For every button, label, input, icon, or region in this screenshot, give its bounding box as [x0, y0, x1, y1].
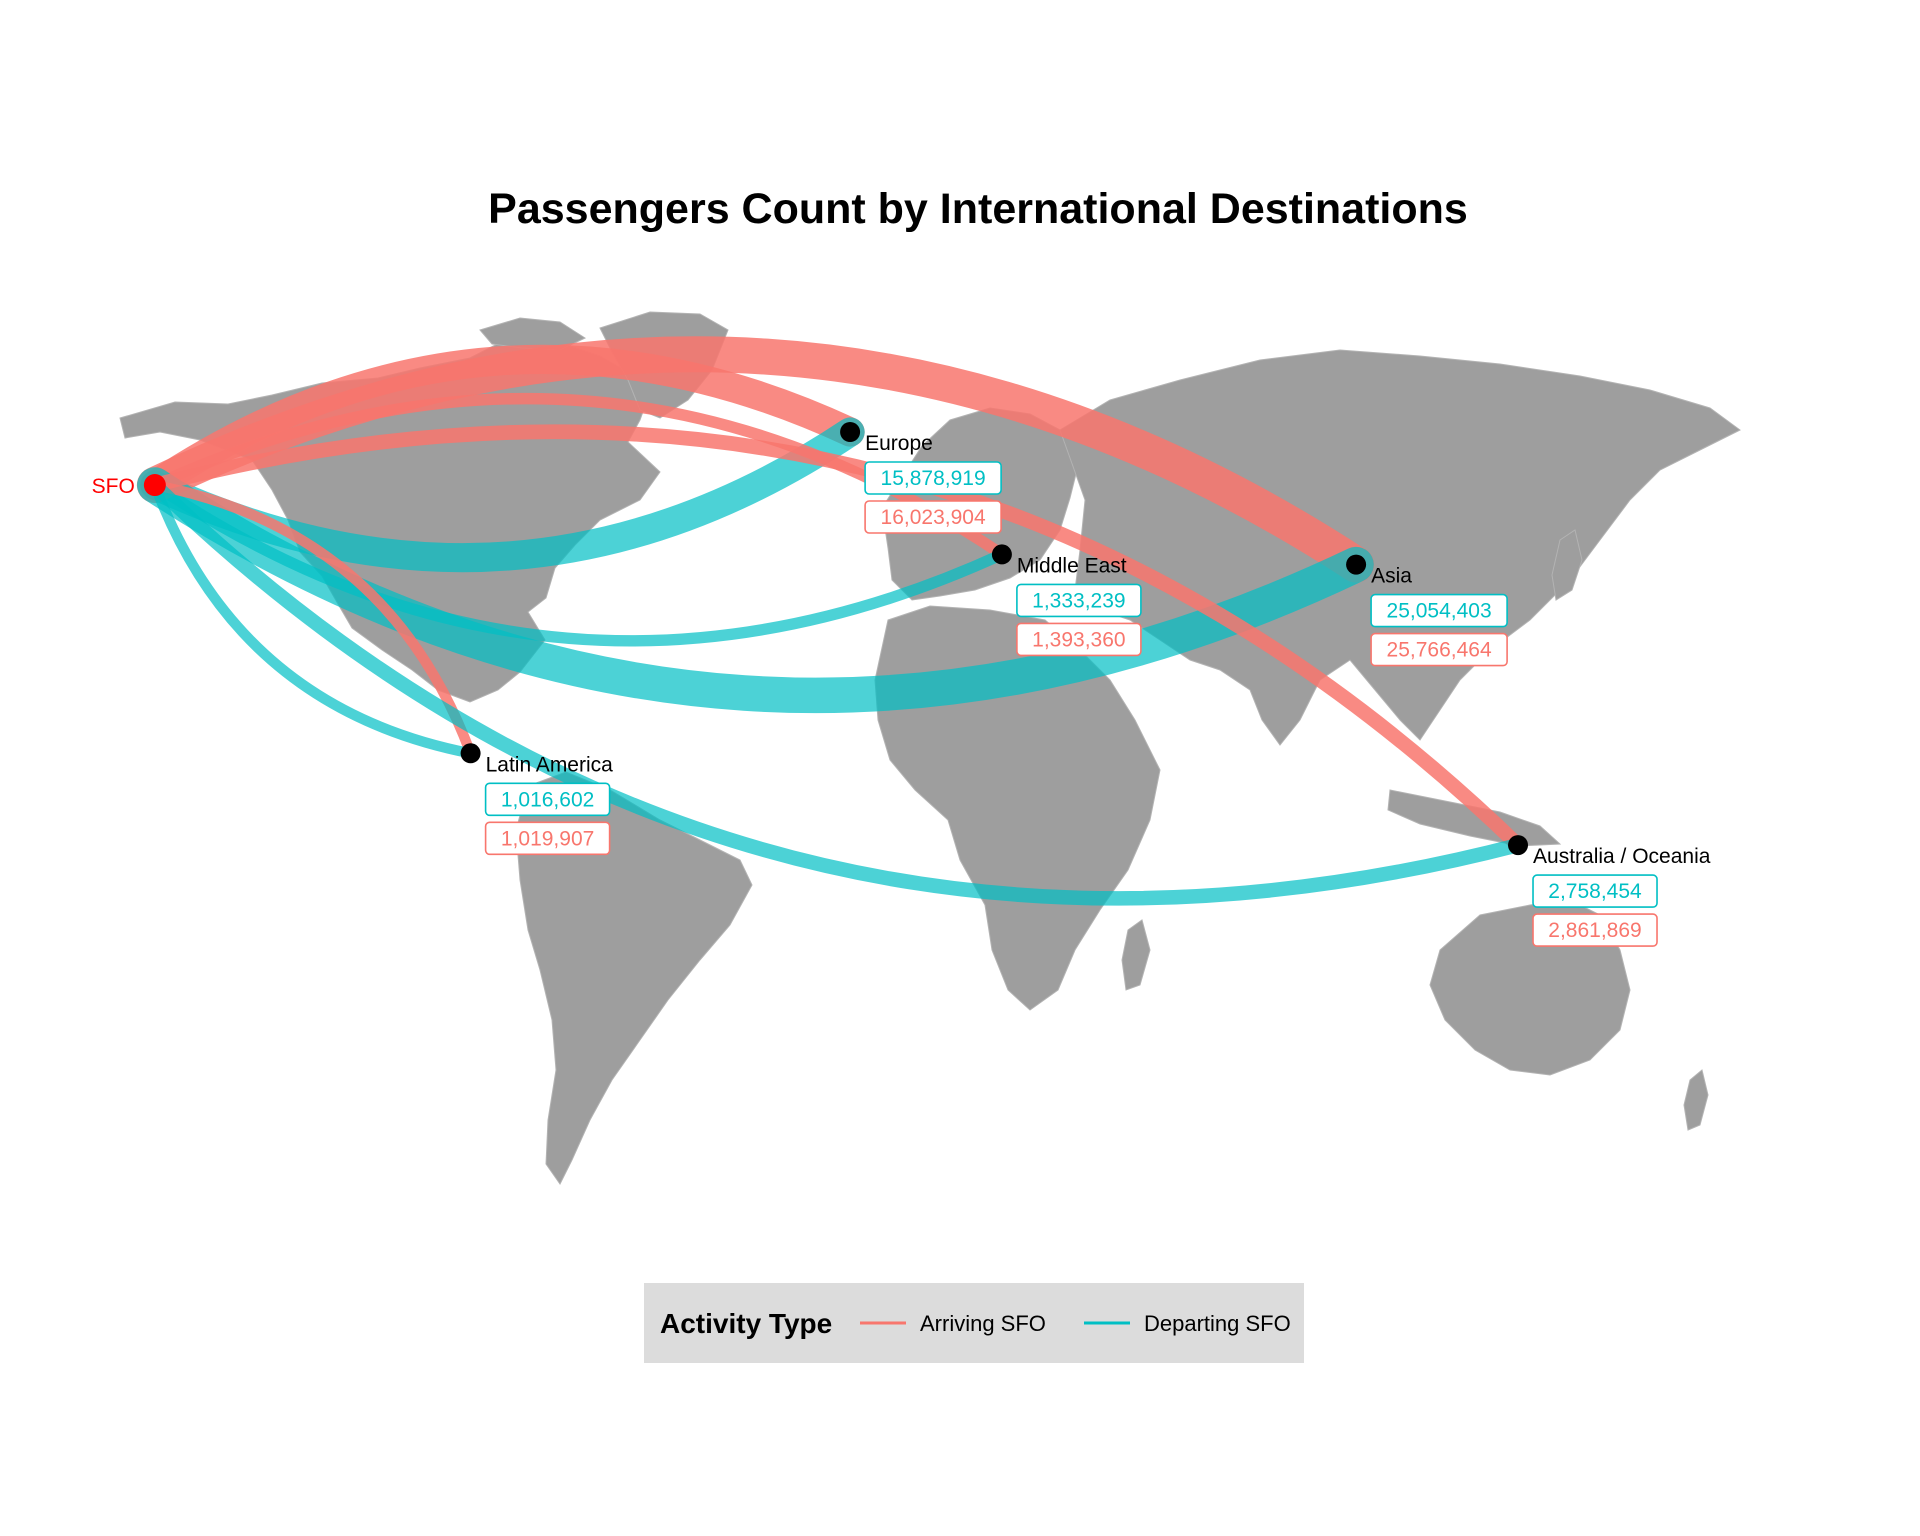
value-box-arriving-asia: [1370, 632, 1508, 667]
arc-departing-europe: [140, 417, 865, 573]
legend: Activity Type Arriving SFO Departing SFO: [644, 1283, 1304, 1363]
value-box-departing-europe: [864, 461, 1002, 495]
value-arriving-latin_america: 1,019,907: [501, 827, 594, 850]
arc-departing-latin_america: [149, 479, 476, 759]
land-madagascar: [1121, 919, 1151, 991]
legend-title: Activity Type: [660, 1308, 832, 1339]
arc-arriving-asia: [136, 336, 1375, 583]
origin-label: SFO: [92, 475, 135, 498]
node-label-europe: Europe: [865, 432, 933, 455]
node-label-middle_east: Middle East: [1017, 554, 1127, 577]
node-latin_america: [460, 743, 481, 764]
value-arriving-europe: 16,023,904: [881, 506, 986, 529]
origin-marker: [143, 474, 166, 497]
arc-departing-oceania: [147, 477, 1526, 906]
land-japan: [1551, 529, 1583, 601]
node-label-asia: Asia: [1371, 565, 1412, 588]
land-new-zealand: [1683, 1069, 1709, 1131]
value-departing-asia: 25,054,403: [1387, 600, 1492, 623]
value-departing-middle_east: 1,333,239: [1032, 589, 1125, 612]
legend-label-arriving: Arriving SFO: [920, 1311, 1046, 1336]
node-label-latin_america: Latin America: [486, 753, 614, 776]
value-box-arriving-middle_east: [1016, 622, 1142, 657]
world-landmass: [119, 311, 1741, 1185]
legend-label-departing: Departing SFO: [1144, 1311, 1291, 1336]
value-arriving-middle_east: 1,393,360: [1032, 628, 1125, 651]
node-asia: [1346, 554, 1367, 575]
chart-title: Passengers Count by International Destin…: [488, 185, 1468, 233]
value-box-arriving-oceania: [1532, 913, 1658, 947]
value-arriving-asia: 25,766,464: [1387, 639, 1492, 662]
value-box-departing-oceania: [1532, 874, 1658, 908]
value-departing-latin_america: 1,016,602: [501, 788, 594, 811]
value-box-departing-asia: [1370, 593, 1508, 628]
node-label-oceania: Australia / Oceania: [1533, 845, 1711, 868]
land-south-america: [515, 771, 753, 1185]
value-box-arriving-europe: [864, 500, 1002, 534]
value-departing-oceania: 2,758,454: [1548, 880, 1642, 903]
land-asia: [1059, 349, 1741, 746]
value-arriving-oceania: 2,861,869: [1548, 919, 1641, 942]
value-box-departing-middle_east: [1016, 583, 1142, 618]
arc-arriving-latin_america: [149, 479, 476, 759]
arc-departing-asia: [137, 467, 1374, 714]
value-departing-europe: 15,878,919: [881, 467, 986, 490]
value-box-arriving-latin_america: [484, 821, 611, 856]
node-oceania: [1508, 835, 1529, 856]
node-europe: [840, 422, 861, 442]
legend-background: [644, 1283, 1304, 1363]
node-middle_east: [991, 544, 1012, 565]
destination-nodes: SFO Europe 15,878,919 16,023,904 Middle East…: [92, 422, 1711, 947]
value-box-departing-latin_america: [484, 782, 611, 817]
